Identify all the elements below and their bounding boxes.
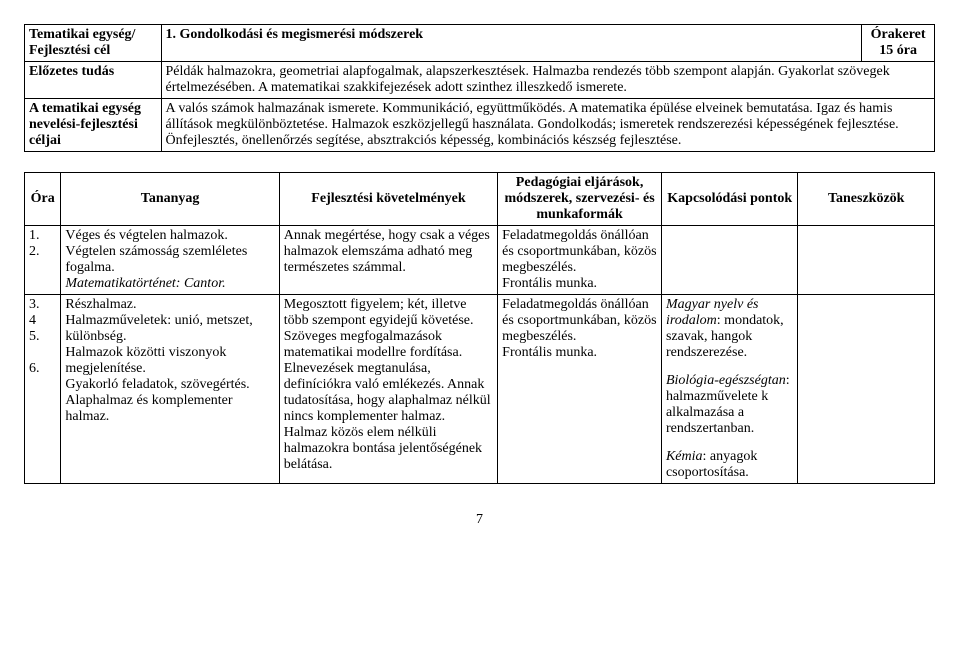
col-header-ped: Pedagógiai eljárások, módszerek, szervez… — [498, 173, 662, 226]
table-row: 3. 4 5. 6. Részhalmaz. Halmazműveletek: … — [25, 295, 935, 484]
label-prior-knowledge: Előzetes tudás — [25, 62, 162, 99]
col-header-tan: Taneszközök — [798, 173, 935, 226]
hours-label: Órakeret — [866, 27, 930, 43]
kapcs-2-p3-i: Kémia — [666, 449, 703, 464]
cell-ora-1: 1. 2. — [25, 226, 61, 295]
cell-ora-2: 3. 4 5. 6. — [25, 295, 61, 484]
thematic-unit-table: Tematikai egység/ Fejlesztési cél 1. Gon… — [24, 24, 935, 152]
lesson-plan-table: Óra Tananyag Fejlesztési követelmények P… — [24, 172, 935, 484]
hours-header: Órakeret 15 óra — [862, 25, 935, 62]
col-header-tananyag: Tananyag — [61, 173, 279, 226]
cell-kapcs-2: Magyar nyelv és irodalom: mondatok, szav… — [661, 295, 798, 484]
prior-knowledge-text: Példák halmazokra, geometriai alapfogalm… — [161, 62, 935, 99]
hours-value: 15 óra — [866, 43, 930, 59]
table-row: 1. 2. Véges és végtelen halmazok. Végtel… — [25, 226, 935, 295]
label-goals: A tematikai egység nevelési-fejlesztési … — [25, 99, 162, 152]
page-number: 7 — [24, 512, 935, 528]
cell-ped-2: Feladatmegoldás önállóan és csoportmunká… — [498, 295, 662, 484]
tananyag-1-line3: Matematikatörténet: Cantor. — [65, 276, 225, 291]
col-header-kapcs: Kapcsolódási pontok — [661, 173, 798, 226]
label-thematic-unit: Tematikai egység/ Fejlesztési cél — [25, 25, 162, 62]
cell-tananyag-2: Részhalmaz. Halmazműveletek: unió, metsz… — [61, 295, 279, 484]
goals-text: A valós számok halmazának ismerete. Komm… — [161, 99, 935, 152]
kapcs-2-p2-i: Biológia-egészségtan — [666, 373, 786, 388]
cell-kapcs-1 — [661, 226, 798, 295]
cell-ped-1: Feladatmegoldás önállóan és csoportmunká… — [498, 226, 662, 295]
cell-fejl-2: Megosztott figyelem; két, illetve több s… — [279, 295, 497, 484]
tananyag-1-line2: Végtelen számosság szemléletes fogalma. — [65, 244, 247, 275]
tananyag-1-line1: Véges és végtelen halmazok. — [65, 228, 228, 243]
topic-title: 1. Gondolkodási és megismerési módszerek — [161, 25, 862, 62]
cell-tananyag-1: Véges és végtelen halmazok. Végtelen szá… — [61, 226, 279, 295]
col-header-fejl: Fejlesztési követelmények — [279, 173, 497, 226]
cell-fejl-1: Annak megértése, hogy csak a véges halma… — [279, 226, 497, 295]
cell-tan-2 — [798, 295, 935, 484]
col-header-ora: Óra — [25, 173, 61, 226]
cell-tan-1 — [798, 226, 935, 295]
